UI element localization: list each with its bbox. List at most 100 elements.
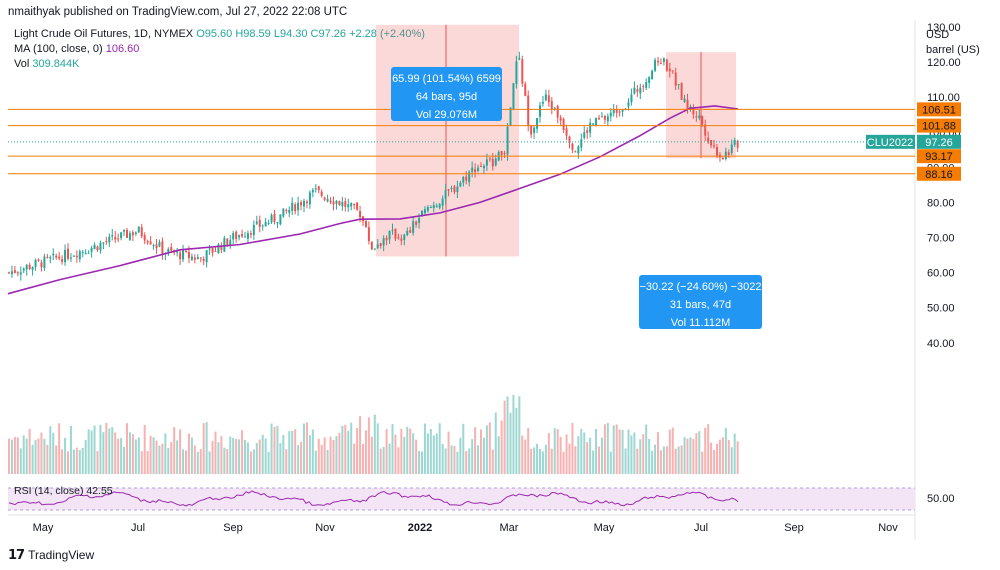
candle-body bbox=[232, 233, 235, 240]
volume-bar bbox=[621, 429, 624, 474]
candle-body bbox=[140, 227, 143, 237]
vol-label: Vol bbox=[14, 58, 30, 70]
candle-body bbox=[285, 210, 288, 212]
candle-body bbox=[651, 70, 654, 80]
volume-bar bbox=[367, 417, 370, 474]
volume-bar bbox=[689, 437, 692, 474]
volume-bar bbox=[485, 425, 488, 474]
candle-body bbox=[704, 124, 707, 136]
candle-body bbox=[680, 82, 683, 100]
volume-bar bbox=[680, 445, 683, 474]
candle-body bbox=[701, 116, 704, 125]
volume-bar bbox=[580, 429, 583, 474]
candle-body bbox=[730, 144, 733, 153]
candle-body bbox=[462, 177, 465, 183]
level-price-tag bbox=[917, 118, 961, 133]
volume-bar bbox=[356, 428, 359, 474]
candle-body bbox=[438, 204, 441, 208]
volume-bar bbox=[698, 431, 701, 474]
candle-body bbox=[347, 204, 350, 208]
volume-bar bbox=[421, 451, 423, 474]
volume-bar bbox=[651, 450, 654, 474]
volume-bar bbox=[701, 451, 704, 474]
volume-bar bbox=[288, 431, 291, 474]
volume-bar bbox=[736, 441, 739, 474]
candle-body bbox=[550, 101, 553, 110]
volume-bar bbox=[603, 424, 606, 474]
time-tick-label: Jul bbox=[131, 522, 145, 534]
candle-body bbox=[67, 248, 69, 259]
candle-body bbox=[394, 228, 397, 239]
ohlc-values: O95.60 H98.59 L94.30 C97.26 +2.28 (+2.40… bbox=[196, 28, 425, 40]
candle-body bbox=[176, 251, 179, 253]
volume-bar bbox=[303, 423, 305, 474]
candle-body bbox=[695, 116, 698, 118]
candle-body bbox=[170, 246, 173, 251]
volume-bar bbox=[244, 440, 246, 474]
footer-brand[interactable]: 𝟭𝟳 TradingView bbox=[8, 547, 94, 563]
volume-bar bbox=[438, 423, 441, 474]
volume-bar bbox=[196, 451, 199, 474]
legend-title-row[interactable]: Light Crude Oil Futures, 1D, NYMEX O95.6… bbox=[14, 28, 425, 40]
candle-body bbox=[84, 253, 87, 255]
candle-body bbox=[595, 118, 598, 126]
candle-body bbox=[149, 241, 152, 245]
volume-bar bbox=[636, 448, 639, 474]
volume-bar bbox=[456, 451, 459, 474]
candle-body bbox=[556, 106, 559, 118]
volume-bar bbox=[671, 427, 674, 474]
volume-bar bbox=[583, 432, 586, 474]
candle-body bbox=[698, 115, 701, 119]
level-price-label: 93.17 bbox=[925, 151, 953, 163]
volume-bar bbox=[441, 443, 444, 474]
candle-body bbox=[16, 272, 19, 274]
candle-body bbox=[31, 266, 34, 270]
volume-bar bbox=[161, 443, 164, 474]
legend-ma-row[interactable]: MA (100, close, 0) 106.60 bbox=[14, 43, 139, 55]
candle-body bbox=[536, 117, 539, 129]
candle-body bbox=[205, 250, 208, 263]
candle-body bbox=[459, 182, 462, 187]
candle-body bbox=[43, 256, 46, 268]
volume-bar bbox=[22, 435, 25, 474]
publisher-line: nmaithyak published on TradingView.com, … bbox=[8, 6, 348, 18]
candle-body bbox=[335, 200, 338, 204]
volume-bar bbox=[176, 440, 179, 474]
volume-bar bbox=[326, 449, 329, 474]
volume-bar bbox=[506, 396, 509, 474]
volume-bar bbox=[102, 432, 105, 474]
volume-bar bbox=[335, 436, 338, 474]
volume-bar bbox=[403, 436, 406, 474]
candle-body bbox=[102, 242, 105, 244]
symbol-tag bbox=[866, 134, 915, 149]
volume-bar bbox=[300, 441, 303, 474]
volume-bar bbox=[359, 416, 362, 474]
volume-bar bbox=[429, 428, 432, 474]
candle-body bbox=[500, 150, 503, 156]
candle-body bbox=[583, 132, 586, 138]
candle-body bbox=[261, 225, 264, 227]
candle-body bbox=[727, 152, 730, 155]
candle-body bbox=[385, 238, 388, 241]
candle-body bbox=[40, 262, 43, 268]
candle-body bbox=[541, 102, 544, 104]
candle-body bbox=[736, 140, 739, 148]
ma-value: 106.60 bbox=[105, 43, 140, 55]
candle-body bbox=[400, 238, 403, 241]
candle-body bbox=[382, 238, 385, 246]
legend-vol-row[interactable]: Vol 309.844K bbox=[14, 58, 79, 70]
time-tick-label: Mar bbox=[500, 522, 519, 534]
volume-bar bbox=[598, 446, 600, 474]
candle-body bbox=[161, 241, 164, 254]
volume-bar bbox=[111, 427, 114, 474]
volume-bar bbox=[710, 442, 713, 474]
volume-bar bbox=[704, 427, 707, 474]
candle-body bbox=[707, 137, 710, 142]
volume-bar bbox=[72, 449, 75, 474]
volume-bar bbox=[412, 433, 415, 474]
candle-body bbox=[600, 116, 603, 118]
volume-bar bbox=[503, 400, 506, 474]
candle-body bbox=[512, 83, 515, 110]
volume-bar bbox=[114, 432, 117, 474]
